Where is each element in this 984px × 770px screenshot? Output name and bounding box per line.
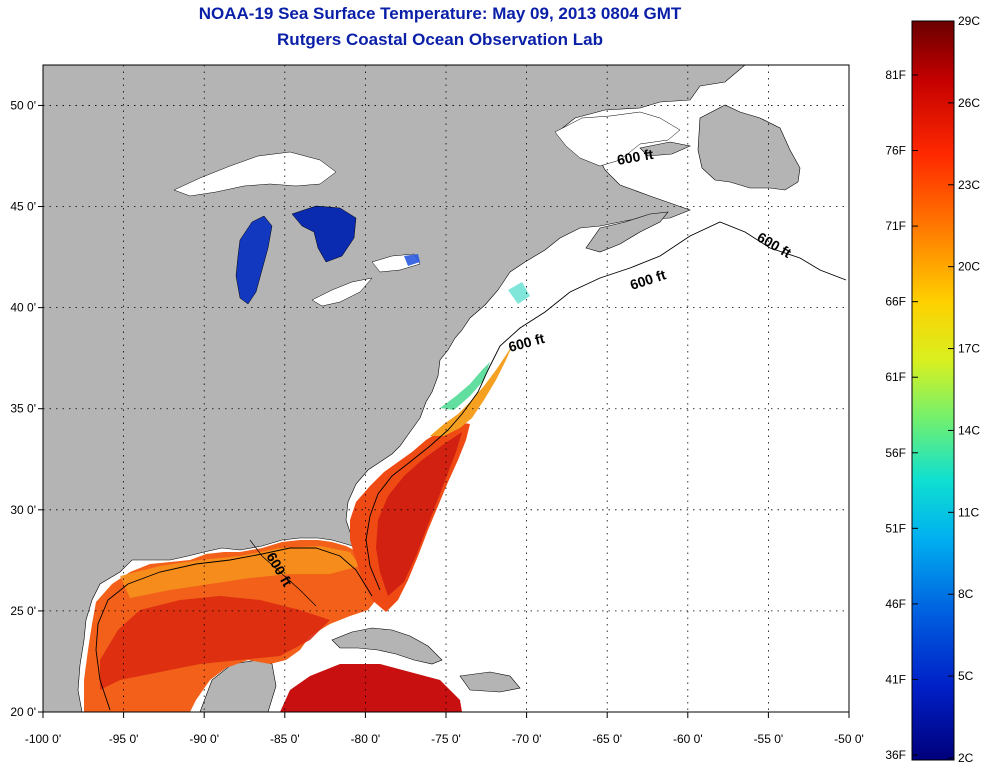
colorbar-fahrenheit-label: 41F xyxy=(885,672,906,686)
isobath-600ft-atlantic xyxy=(365,221,847,591)
lat-tick-label: 45 0' xyxy=(10,200,36,214)
sst-gulf-warm-core xyxy=(100,596,330,690)
isobath-label: 600 ft xyxy=(616,146,655,168)
colorbar-fahrenheit-label: 36F xyxy=(885,748,906,762)
longitude-axis: -100 0' -95 0' -90 0' -85 0' -80 0' -75 0' -70… xyxy=(25,712,864,746)
lake-huron xyxy=(291,205,357,263)
colorbar-celsius-label: 20C xyxy=(958,260,980,274)
sst-gulf-shelf xyxy=(120,546,360,598)
lon-tick-label: -70 0' xyxy=(512,732,542,746)
land-north-america xyxy=(43,65,746,712)
lake-ontario-sst xyxy=(404,254,420,266)
lat-tick-label: 20 0' xyxy=(10,705,36,719)
lon-tick-label: -55 0' xyxy=(754,732,784,746)
lat-tick-label: 25 0' xyxy=(10,604,36,618)
lat-tick-label: 30 0' xyxy=(10,503,36,517)
lon-tick-label: -50 0' xyxy=(834,732,864,746)
colorbar-fahrenheit-label: 81F xyxy=(885,68,906,82)
sst-north-coast xyxy=(440,362,490,410)
lon-tick-label: -100 0' xyxy=(25,732,61,746)
colorbar-fahrenheit-label: 61F xyxy=(885,370,906,384)
isobath-600ft-gulf-inner xyxy=(249,539,317,607)
lon-tick-label: -85 0' xyxy=(270,732,300,746)
lake-michigan xyxy=(235,215,273,305)
sst-mid-atlantic xyxy=(430,342,514,436)
lon-tick-label: -90 0' xyxy=(189,732,219,746)
lat-tick-label: 35 0' xyxy=(10,402,36,416)
colorbar-celsius-label: 5C xyxy=(958,669,974,683)
colorbar-celsius-label: 29C xyxy=(958,14,980,28)
land-hispaniola xyxy=(459,671,521,693)
colorbar-celsius-label: 17C xyxy=(958,342,980,356)
land-cuba xyxy=(331,627,443,665)
colorbar-celsius-label: 26C xyxy=(958,96,980,110)
land-anticosti xyxy=(639,141,691,157)
lon-tick-label: -80 0' xyxy=(351,732,381,746)
colorbar-celsius-label: 11C xyxy=(958,505,979,519)
lon-tick-label: -65 0' xyxy=(592,732,622,746)
map-title: NOAA-19 Sea Surface Temperature: May 09,… xyxy=(198,4,682,23)
colorbar-celsius-label: 23C xyxy=(958,178,980,192)
land-nova-scotia xyxy=(585,211,669,253)
colorbar-celsius-label: 2C xyxy=(958,751,974,765)
map-subtitle: Rutgers Coastal Ocean Observation Lab xyxy=(277,30,603,49)
colorbar-fahrenheit-label: 56F xyxy=(885,446,906,460)
colorbar-celsius-label: 8C xyxy=(958,587,974,601)
graticule xyxy=(43,65,849,712)
lat-tick-label: 40 0' xyxy=(10,301,36,315)
isobath-600ft-gulf xyxy=(95,547,373,711)
land-newfoundland xyxy=(697,104,801,191)
lat-tick-label: 50 0' xyxy=(10,98,36,112)
colorbar xyxy=(911,20,955,761)
lon-tick-label: -75 0' xyxy=(431,732,461,746)
colorbar-fahrenheit-label: 66F xyxy=(885,295,906,309)
sst-gom-coastal xyxy=(508,282,530,304)
colorbar-fahrenheit-label: 51F xyxy=(885,521,906,535)
sst-gulf-stream-core xyxy=(376,432,462,596)
colorbar-fahrenheit-label: 46F xyxy=(885,597,906,611)
lake-superior xyxy=(173,151,337,197)
map-plot-area: 600 ft 600 ft 600 ft 600 ft 600 ft xyxy=(43,65,849,712)
lake-erie xyxy=(311,277,373,307)
latitude-axis: 20 0' 25 0' 30 0' 35 0' 40 0' 45 0' 50 0' xyxy=(10,98,43,719)
colorbar-fahrenheit-label: 71F xyxy=(885,219,906,233)
colorbar-celsius-label: 14C xyxy=(958,423,980,437)
colorbar-fahrenheit-label: 76F xyxy=(885,144,906,158)
colorbar-fahrenheit-labels: 81F 76F 71F 66F 61F 56F 51F 46F 41F 36F xyxy=(885,68,918,762)
sst-caribbean xyxy=(280,664,462,712)
lon-tick-label: -95 0' xyxy=(109,732,139,746)
lon-tick-label: -60 0' xyxy=(673,732,703,746)
colorbar-celsius-labels: 29C 26C 23C 20C 17C 14C 11C 8C 5C 2C xyxy=(948,14,980,765)
gulf-st-lawrence-water xyxy=(554,111,681,167)
